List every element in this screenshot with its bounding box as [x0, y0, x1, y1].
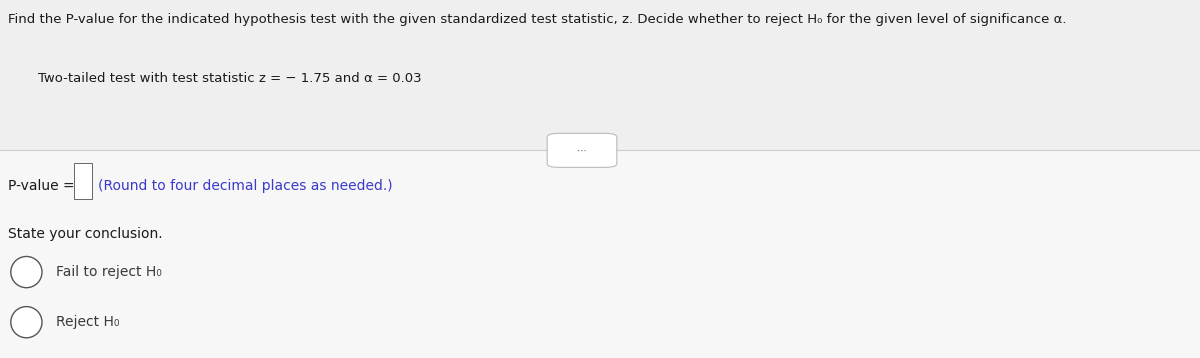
Bar	[0, 0, 1200, 150]
Text: Find the P-value for the indicated hypothesis test with the given standardized t: Find the P-value for the indicated hypot…	[8, 13, 1067, 25]
Ellipse shape	[11, 256, 42, 288]
Bar	[0, 150, 1200, 358]
Text: Fail to reject H₀: Fail to reject H₀	[56, 265, 162, 279]
Text: State your conclusion.: State your conclusion.	[8, 227, 163, 241]
Text: Two-tailed test with test statistic z = − 1.75 and α = 0.03: Two-tailed test with test statistic z = …	[38, 72, 422, 84]
Text: Reject H₀: Reject H₀	[56, 315, 120, 329]
Ellipse shape	[11, 306, 42, 338]
Text: P-value =: P-value =	[8, 179, 79, 193]
Text: ⋯: ⋯	[577, 145, 587, 155]
FancyBboxPatch shape	[547, 134, 617, 168]
FancyBboxPatch shape	[74, 163, 92, 199]
Text: (Round to four decimal places as needed.): (Round to four decimal places as needed.…	[98, 179, 394, 193]
